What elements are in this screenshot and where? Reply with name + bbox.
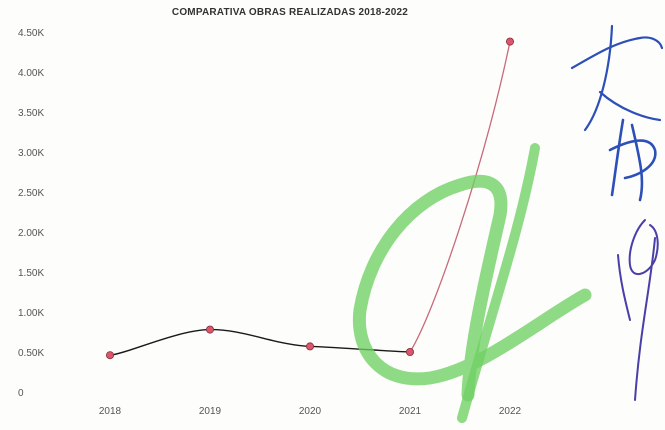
series-layer [106, 37, 514, 360]
y-tick-label: 4.00K [18, 68, 44, 79]
y-tick-label: 4.50K [18, 28, 44, 39]
data-point [106, 351, 115, 360]
y-tick-label: 0 [18, 388, 24, 399]
x-tick-label: 2020 [299, 406, 322, 417]
x-tick-label: 2021 [399, 406, 422, 417]
x-tick-label: 2018 [99, 406, 122, 417]
y-tick-label: 1.50K [18, 268, 44, 279]
handwritten-scribbles [352, 24, 664, 423]
blue-scribble-middle [608, 118, 657, 202]
y-axis: 0 0.50K 1.00K 1.50K 2.00K 2.50K 3.00K 3.50K 4.00… [18, 28, 44, 399]
data-point [205, 325, 214, 334]
series-line-segment [409, 41, 511, 353]
data-point [405, 347, 414, 356]
chart-title: COMPARATIVA OBRAS REALIZADAS 2018-2022 [172, 7, 408, 18]
y-tick-label: 1.00K [18, 308, 44, 319]
y-tick-label: 0.50K [18, 348, 44, 359]
green-scribble-stem [457, 143, 540, 423]
y-tick-label: 2.50K [18, 188, 44, 199]
data-point [505, 37, 514, 46]
data-point [305, 342, 314, 351]
y-tick-label: 2.00K [18, 228, 44, 239]
x-tick-label: 2022 [499, 406, 522, 417]
y-tick-label: 3.50K [18, 108, 44, 119]
y-tick-label: 3.00K [18, 148, 44, 159]
blue-scribble-top [570, 24, 664, 132]
green-scribble-loop [352, 174, 592, 402]
x-tick-label: 2019 [199, 406, 222, 417]
x-axis: 2018 2019 2020 2021 2022 [99, 406, 522, 417]
purple-scribble-bottom [617, 219, 659, 401]
